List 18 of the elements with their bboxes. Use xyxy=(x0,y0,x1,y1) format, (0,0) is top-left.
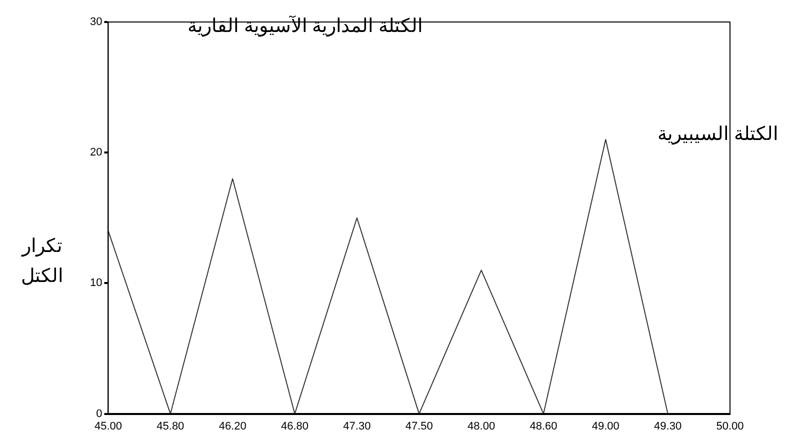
x-tick-label: 45.00 xyxy=(94,420,122,432)
y-tick-label: 20 xyxy=(90,146,102,159)
x-tick-label: 49.00 xyxy=(592,420,620,432)
y-axis-title: تكرار الكتل xyxy=(21,236,63,287)
x-tick-label: 50.00 xyxy=(716,420,744,432)
x-tick-label: 46.20 xyxy=(218,420,246,432)
x-tick-label: 46.80 xyxy=(281,420,309,432)
chart-title: الكتلة المدارية الآسيوية القارية xyxy=(188,15,422,37)
annotation: الكتلة السيبيرية xyxy=(658,124,778,145)
x-tick-label: 47.30 xyxy=(343,420,371,432)
y-tick-label: 0 xyxy=(96,408,102,420)
x-tick-label: 49.30 xyxy=(654,420,682,432)
x-tick-label: 48.60 xyxy=(530,420,558,432)
x-tick-label: 48.00 xyxy=(468,420,496,432)
y-tick-label: 30 xyxy=(90,16,102,28)
y-tick-label: 10 xyxy=(90,277,102,290)
x-tick-label: 45.80 xyxy=(156,420,184,432)
x-tick-label: 47.50 xyxy=(405,420,433,432)
